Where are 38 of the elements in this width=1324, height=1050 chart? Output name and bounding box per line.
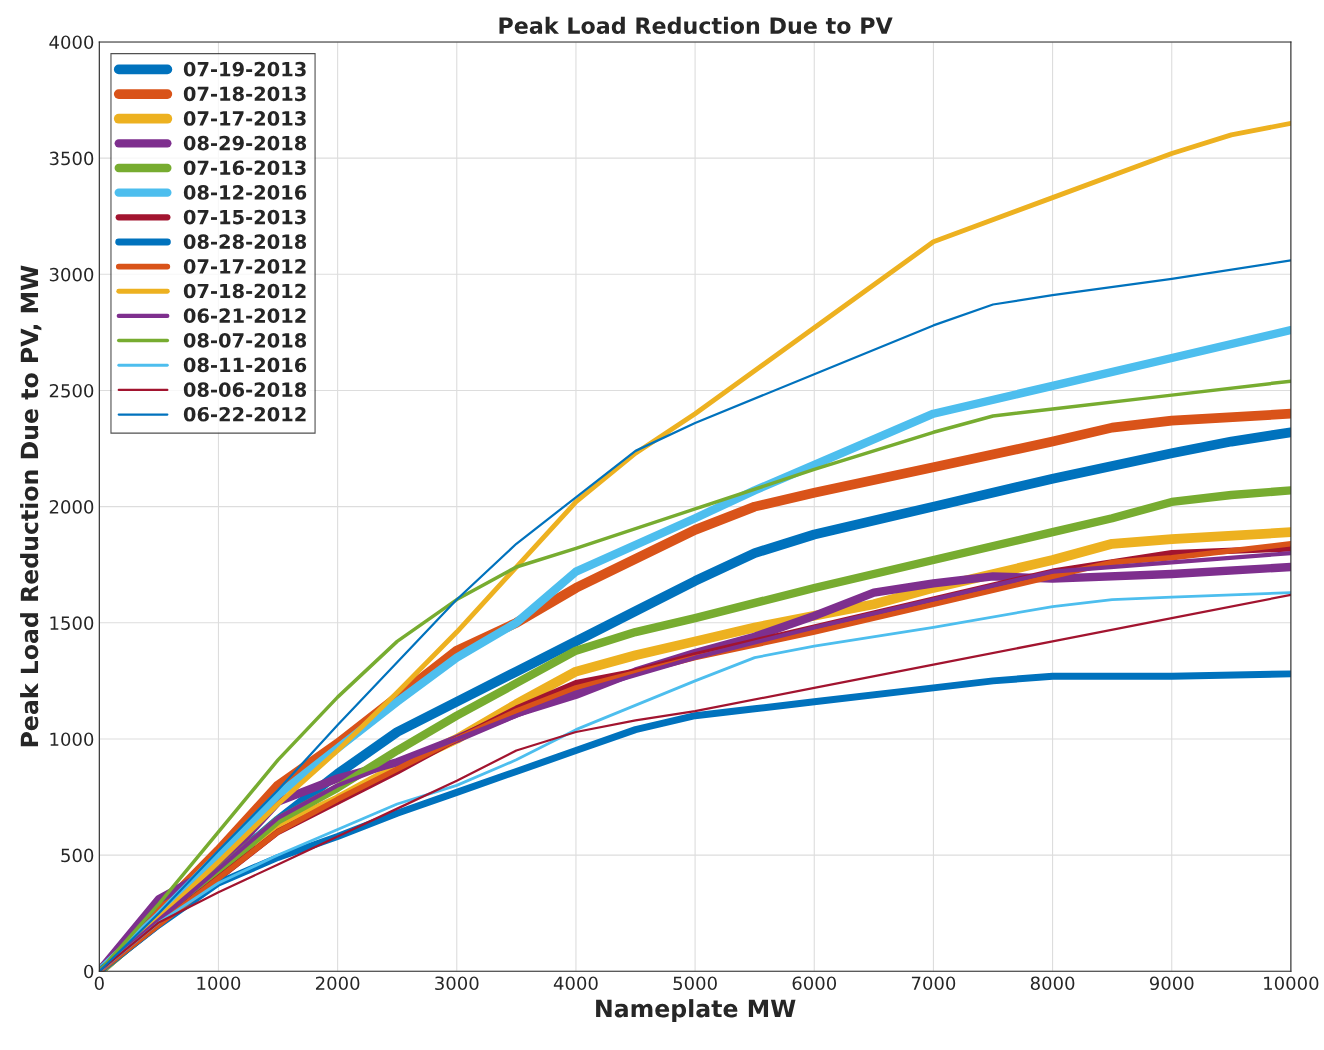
legend-label: 07-19-2013	[183, 61, 306, 77]
x-tick-label: 2000	[315, 976, 360, 991]
x-tick-label: 6000	[792, 976, 837, 991]
x-tick-label: 9000	[1149, 976, 1194, 991]
legend-label: 07-17-2013	[183, 111, 306, 126]
x-tick-label: 4000	[553, 976, 598, 991]
x-tick-label: 8000	[1030, 976, 1075, 991]
x-axis-title: Nameplate MW	[596, 999, 796, 1022]
chart-title: Peak Load Reduction Due to PV	[499, 16, 893, 34]
legend-label: 06-22-2012	[183, 406, 306, 422]
y-tick-label: 4000	[49, 35, 94, 50]
y-tick-label: 3500	[49, 151, 94, 166]
legend-label: 07-18-2012	[183, 283, 306, 299]
x-tick-label: 10000	[1264, 976, 1319, 991]
y-tick-label: 0	[84, 964, 94, 979]
legend-label: 06-21-2012	[183, 308, 306, 324]
legend-label: 08-28-2018	[183, 234, 307, 250]
x-tick-label: 1000	[197, 976, 241, 991]
legend-label: 08-12-2016	[183, 185, 307, 200]
legend-label: 07-18-2013	[183, 86, 306, 102]
y-tick-label: 500	[61, 848, 94, 863]
x-tick-label: 7000	[911, 976, 956, 991]
x-tick-label: 5000	[673, 976, 717, 991]
y-tick-label: 1500	[50, 616, 94, 630]
x-tick-label: 0	[94, 976, 104, 991]
y-tick-label: 1000	[50, 732, 94, 747]
legend-label: 07-15-2013	[183, 209, 306, 225]
legend-label: 08-07-2018	[183, 332, 307, 348]
y-tick-label: 2500	[49, 383, 94, 398]
legend-label: 08-06-2018	[183, 382, 307, 397]
legend-label: 07-17-2012	[183, 259, 306, 274]
x-tick-label: 3000	[435, 976, 479, 991]
legend-label: 08-29-2018	[183, 135, 307, 151]
y-tick-label: 2000	[49, 500, 94, 514]
legend-label: 08-11-2016	[183, 357, 307, 373]
legend-label: 07-16-2013	[183, 160, 306, 176]
y-tick-label: 3000	[49, 267, 94, 282]
y-axis-title: Peak Load Reduction Due to PV, MW	[20, 265, 42, 747]
